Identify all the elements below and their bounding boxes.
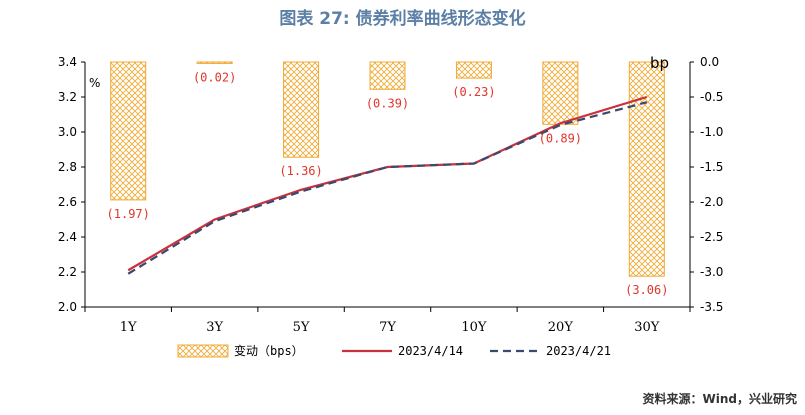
bar-30Y [628, 61, 665, 277]
right-tick-label: 0.0 [700, 55, 719, 69]
bar-7Y [369, 61, 406, 90]
left-tick-label: 3.2 [58, 90, 77, 104]
bar-data-label: (1.97) [107, 207, 150, 221]
bar-data-label: (1.36) [279, 164, 322, 178]
left-tick-label: 2.8 [58, 160, 77, 174]
source-note: 资料来源：Wind，兴业研究 [642, 392, 797, 406]
chart-title: 图表 27: 债券利率曲线形态变化 [279, 9, 526, 29]
x-tick-label: 1Y [120, 320, 137, 335]
left-tick-label: 2.4 [58, 230, 77, 244]
legend-line1-label: 2023/4/14 [398, 344, 463, 358]
legend-bar-label: 变动（bps） [234, 343, 304, 358]
bar-data-label: (0.23) [452, 85, 495, 99]
left-tick-label: 3.4 [58, 55, 77, 69]
bar-1Y [110, 61, 147, 201]
x-tick-label: 30Y [634, 320, 660, 335]
right-axis-unit: bp [650, 54, 669, 72]
bar-data-label: (3.06) [625, 283, 668, 297]
left-tick-label: 2.2 [58, 265, 77, 279]
bar-data-label: (0.39) [366, 96, 409, 110]
right-tick-label: -2.5 [700, 230, 723, 244]
left-tick-label: 3.0 [58, 125, 77, 139]
bar-data-label: (0.02) [193, 70, 236, 84]
x-tick-label: 20Y [548, 320, 574, 335]
left-tick-label: 2.0 [58, 300, 77, 314]
bar-data-label: (0.89) [539, 131, 582, 145]
x-tick-label: 7Y [379, 320, 396, 335]
x-tick-label: 10Y [461, 320, 487, 335]
bar-20Y [542, 61, 579, 125]
right-tick-label: -1.5 [700, 160, 723, 174]
right-tick-label: -3.0 [700, 265, 723, 279]
legend-bar-swatch [177, 344, 229, 358]
right-tick-label: -2.0 [700, 195, 723, 209]
x-tick-label: 5Y [293, 320, 310, 335]
bar-5Y [283, 61, 320, 158]
left-axis-unit: % [89, 76, 100, 90]
right-tick-label: -1.0 [700, 125, 723, 139]
right-tick-label: -0.5 [700, 90, 723, 104]
left-tick-label: 2.6 [58, 195, 77, 209]
bar-10Y [455, 61, 492, 79]
series-line-2023-4-21 [127, 101, 648, 275]
right-tick-label: -3.5 [700, 300, 723, 314]
legend-line2-label: 2023/4/21 [546, 344, 611, 358]
bar-3Y [196, 61, 233, 64]
series-line-2023-4-14 [127, 95, 648, 272]
x-tick-label: 3Y [206, 320, 223, 335]
